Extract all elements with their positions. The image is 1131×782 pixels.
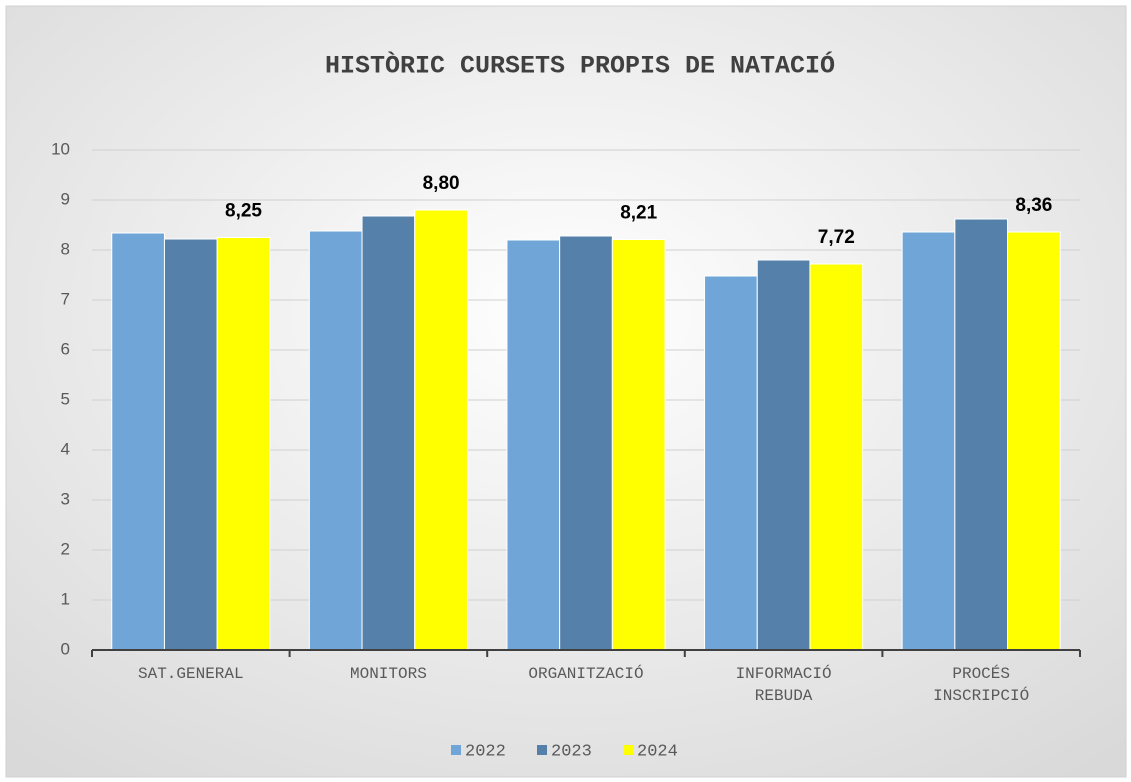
- legend-label: 2023: [551, 742, 592, 761]
- y-tick-label: 8: [61, 239, 70, 258]
- bar: [506, 239, 561, 651]
- legend-swatch: [623, 745, 633, 755]
- y-tick-label: 0: [61, 639, 70, 658]
- y-tick-label: 10: [51, 139, 70, 158]
- legend-swatch: [451, 745, 461, 755]
- bar: [704, 275, 758, 651]
- bar: [756, 259, 811, 651]
- data-label: 8,21: [620, 203, 657, 224]
- y-tick-label: 7: [61, 289, 70, 308]
- x-tick-label: ORGANITZACIÓ: [528, 665, 644, 683]
- data-label: 8,36: [1015, 195, 1052, 216]
- y-tick-label: 9: [61, 189, 70, 208]
- legend-label: 2024: [637, 742, 678, 761]
- bar: [361, 215, 416, 651]
- y-tick-label: 2: [61, 539, 70, 558]
- bar: [163, 238, 218, 651]
- legend-swatch: [537, 745, 547, 755]
- bar: [954, 218, 1009, 651]
- x-tick-label: INFORMACIÓ REBUDA: [735, 665, 832, 705]
- data-label: 7,72: [818, 227, 855, 248]
- chart-title: HISTÒRIC CURSETS PROPIS DE NATACIÓ: [325, 51, 835, 81]
- y-tick-label: 1: [61, 589, 70, 608]
- bar: [216, 237, 271, 651]
- legend-label: 2022: [465, 742, 506, 761]
- y-tick-label: 6: [61, 339, 70, 358]
- y-tick-label: 3: [61, 489, 70, 508]
- y-tick-label: 4: [61, 439, 70, 458]
- x-tick-label: PROCÉS INSCRIPCIÓ: [933, 665, 1030, 705]
- bar: [308, 230, 363, 651]
- data-label: 8,80: [423, 173, 460, 194]
- x-tick-label: MONITORS: [349, 665, 427, 683]
- bar: [559, 235, 613, 651]
- bar: [901, 231, 956, 651]
- bar: [111, 232, 165, 651]
- bar: [611, 239, 666, 651]
- data-label: 8,25: [225, 201, 262, 222]
- bar: [414, 209, 468, 651]
- bar: [809, 263, 864, 651]
- x-tick-label: SAT.GENERAL: [137, 665, 244, 683]
- bar: [1007, 231, 1061, 651]
- y-tick-label: 5: [61, 389, 70, 408]
